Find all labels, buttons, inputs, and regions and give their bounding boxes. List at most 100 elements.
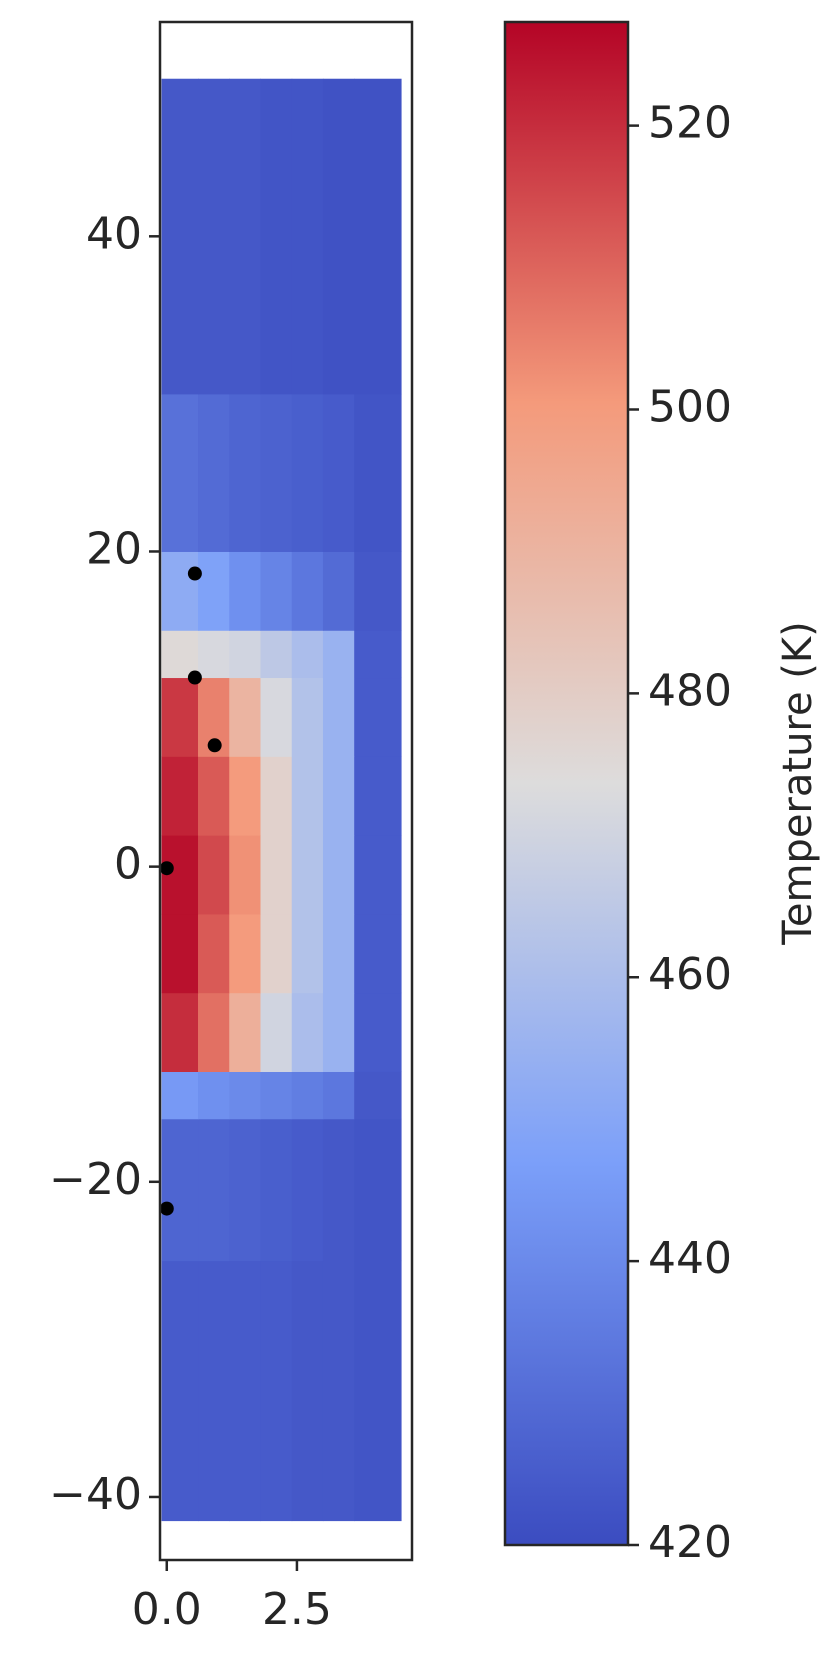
heat-cell: [354, 551, 402, 631]
heat-cell: [354, 78, 402, 395]
heat-cell: [229, 1071, 261, 1120]
x-tick-label: 0.0: [132, 1584, 202, 1635]
heat-cell: [260, 913, 293, 994]
heat-cell: [260, 1071, 293, 1120]
heat-cell: [198, 630, 230, 679]
heat-cell: [354, 835, 402, 915]
heat-cell: [291, 78, 324, 395]
axes-frame: [158, 20, 414, 1562]
heat-cell: [198, 756, 230, 836]
heat-cell: [291, 1118, 324, 1262]
heat-cell: [198, 78, 230, 395]
y-tick-label: −20: [49, 1154, 142, 1205]
heat-cell: [161, 393, 199, 552]
heat-cell: [260, 393, 293, 552]
heat-cell: [260, 992, 293, 1072]
heat-cell: [229, 78, 261, 395]
heat-cell: [161, 756, 199, 836]
heat-cell: [229, 992, 261, 1072]
heat-cell: [291, 913, 324, 994]
heat-cell: [229, 835, 261, 915]
heat-cell: [161, 551, 199, 631]
heat-cell: [322, 551, 355, 631]
heat-cell: [322, 992, 355, 1072]
heat-cell: [291, 630, 324, 679]
heat-cell: [291, 393, 324, 552]
heat-cell: [161, 677, 199, 757]
colorbar: [503, 20, 630, 1547]
heat-cell: [322, 756, 355, 836]
heat-cell: [161, 630, 199, 679]
heat-cell: [161, 78, 199, 395]
y-tick-label: −40: [49, 1469, 142, 1520]
heat-cell: [198, 393, 230, 552]
x-tick-label: 2.5: [262, 1584, 332, 1635]
heat-cell: [229, 630, 261, 679]
colorbar-tick-label: 440: [648, 1233, 732, 1284]
heat-cell: [322, 393, 355, 552]
heat-cell: [354, 1118, 402, 1262]
heat-cell: [198, 551, 230, 631]
y-tick-label: 20: [86, 523, 142, 574]
heat-cell: [291, 551, 324, 631]
heat-cell: [198, 835, 230, 915]
scatter-point: [207, 738, 222, 753]
heat-cell: [354, 756, 402, 836]
heat-cell: [161, 992, 199, 1072]
colorbar-tick-label: 460: [648, 949, 732, 1000]
heat-cell: [354, 913, 402, 994]
heat-cell: [322, 1071, 355, 1120]
heat-cell: [260, 835, 293, 915]
heat-cell: [260, 551, 293, 631]
heat-cell: [354, 630, 402, 679]
heat-cell: [198, 913, 230, 994]
heat-cell: [354, 393, 402, 552]
heat-cell: [198, 1118, 230, 1262]
heat-cell: [354, 677, 402, 757]
heat-cell: [161, 1071, 199, 1120]
heat-cell: [161, 1260, 199, 1522]
colorbar-tick-label: 520: [648, 98, 732, 149]
heat-cell: [322, 78, 355, 395]
heat-cell: [229, 756, 261, 836]
y-tick-label: 40: [86, 208, 142, 259]
heat-cell: [260, 78, 293, 395]
heat-cell: [198, 992, 230, 1072]
heat-cell: [322, 913, 355, 994]
heat-cell: [260, 630, 293, 679]
y-tick-label: 0: [114, 839, 142, 890]
heat-cell: [260, 756, 293, 836]
heat-cell: [322, 1118, 355, 1262]
heat-cell: [260, 1118, 293, 1262]
heat-cell: [322, 630, 355, 679]
heat-cell: [291, 1260, 324, 1522]
heat-cell: [291, 835, 324, 915]
heat-cell: [354, 1260, 402, 1522]
heat-cell: [198, 1260, 230, 1522]
heat-cell: [229, 913, 261, 994]
heat-cell: [229, 1260, 261, 1522]
heat-cell: [161, 1118, 199, 1262]
heat-cell: [291, 1071, 324, 1120]
heat-cell: [229, 1118, 261, 1262]
heat-cell: [322, 835, 355, 915]
heat-cell: [229, 677, 261, 757]
heat-cell: [161, 913, 199, 994]
heat-cell: [229, 551, 261, 631]
heat-cell: [229, 393, 261, 552]
colorbar-tick-label: 480: [648, 665, 732, 716]
heat-cell: [260, 1260, 293, 1522]
colorbar-label: Temperature (K): [775, 621, 821, 946]
colorbar-tick-label: 500: [648, 381, 732, 432]
heat-cell: [354, 992, 402, 1072]
heat-cell: [198, 1071, 230, 1120]
heat-cell: [322, 677, 355, 757]
heat-cell: [291, 992, 324, 1072]
heat-cell: [354, 1071, 402, 1120]
colorbar-tick-label: 420: [648, 1517, 732, 1568]
scatter-point: [187, 566, 202, 581]
heat-cell: [260, 677, 293, 757]
scatter-point: [159, 861, 174, 876]
heat-cell: [322, 1260, 355, 1522]
